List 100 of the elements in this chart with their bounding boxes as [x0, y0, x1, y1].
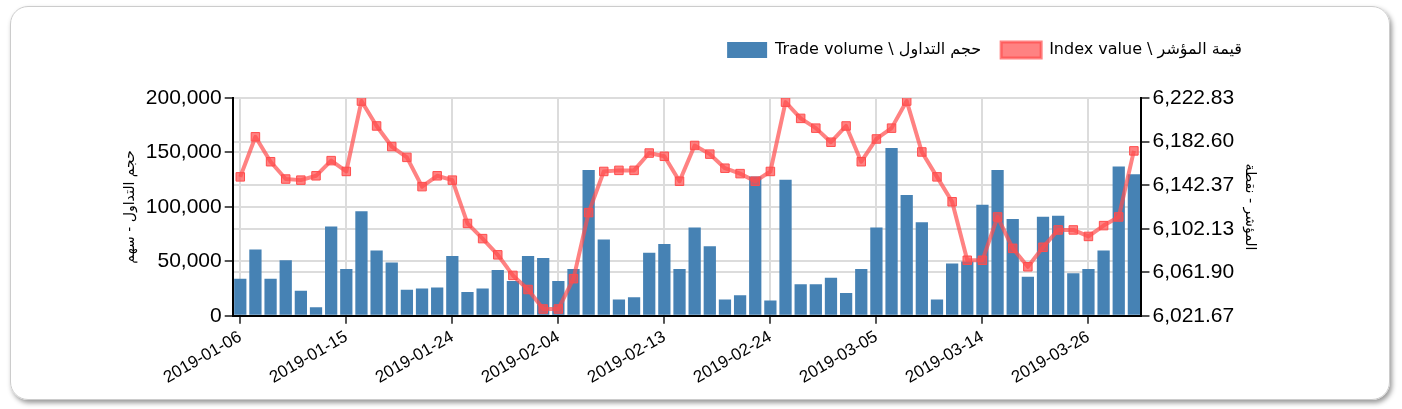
point [356, 98, 367, 106]
bar [824, 277, 838, 315]
point [614, 165, 624, 176]
bar [1067, 273, 1080, 315]
point [826, 137, 836, 147]
point [462, 218, 473, 229]
y2-tick-label: 6,182.60 [1152, 128, 1235, 152]
point [795, 113, 806, 124]
y2-tick-label: 6,061.90 [1152, 259, 1235, 283]
point [280, 174, 291, 184]
bar [340, 269, 353, 315]
bar [855, 269, 868, 315]
point [235, 172, 246, 182]
bar [612, 299, 626, 315]
point [432, 171, 442, 181]
bar [294, 290, 307, 315]
bar [264, 278, 277, 315]
point [508, 270, 518, 281]
bar [1052, 215, 1065, 315]
point [689, 140, 700, 151]
bar [597, 239, 610, 315]
point [780, 98, 791, 107]
bar [658, 243, 671, 315]
bar [234, 278, 247, 315]
bar [733, 295, 747, 315]
point [553, 304, 564, 314]
point [296, 175, 306, 185]
point [417, 181, 427, 192]
bar [506, 281, 520, 315]
point [1113, 212, 1124, 222]
bar [1082, 269, 1095, 315]
point [765, 166, 776, 177]
point [1068, 225, 1079, 235]
point [326, 155, 336, 166]
bar [718, 299, 732, 315]
point [750, 176, 760, 186]
bar [279, 260, 292, 315]
point [856, 156, 866, 167]
point [387, 141, 397, 152]
bar [400, 289, 414, 315]
point [644, 148, 654, 158]
bar [870, 227, 883, 315]
point [674, 176, 685, 186]
y2-axis-title: المؤشر - نقطة [1241, 163, 1259, 251]
point [841, 121, 851, 131]
point [947, 197, 957, 207]
point [371, 121, 382, 131]
bar [325, 226, 338, 315]
bar [794, 284, 807, 315]
point [250, 132, 261, 142]
y-tick-label: 200,000 [145, 84, 222, 108]
bar [461, 291, 474, 315]
y-axis-title: حجم التداول - سهم [121, 150, 139, 264]
point [1038, 242, 1048, 253]
point [720, 163, 730, 173]
bar [673, 269, 686, 315]
point [886, 123, 897, 133]
bar [764, 300, 777, 315]
y-tick-label: 0 [210, 302, 222, 326]
bar [900, 194, 913, 315]
bar [385, 262, 398, 315]
point [538, 304, 548, 314]
y2-tick-label: 6,021.67 [1152, 302, 1235, 326]
y2-tick-label: 6,222.83 [1152, 84, 1235, 108]
point [477, 233, 488, 244]
bar [309, 307, 323, 315]
bar [446, 255, 459, 315]
point [1023, 262, 1033, 272]
point [311, 171, 321, 181]
point [659, 151, 670, 162]
point [568, 273, 579, 284]
point [962, 255, 973, 266]
bar [885, 148, 898, 315]
point [599, 166, 609, 177]
bar [627, 297, 641, 315]
point [932, 172, 942, 182]
bar [930, 299, 944, 315]
point [493, 250, 503, 260]
bar [643, 252, 656, 315]
bar [991, 169, 1004, 315]
bar [946, 263, 959, 315]
legend-label: Index value \ قيمة المؤشر [1049, 39, 1243, 60]
bar [703, 246, 716, 315]
point [341, 166, 352, 177]
bar [355, 211, 368, 315]
bar [415, 288, 429, 315]
point [992, 212, 1003, 222]
point [402, 152, 412, 163]
y2-tick-label: 6,102.13 [1152, 215, 1235, 239]
point [1053, 225, 1063, 235]
point [629, 165, 639, 176]
point [977, 255, 988, 266]
bar [370, 250, 383, 315]
point [705, 149, 715, 159]
y2-tick-label: 6,142.37 [1152, 171, 1235, 195]
point [523, 284, 533, 295]
point [917, 147, 927, 157]
bar [476, 288, 489, 315]
point [871, 134, 882, 144]
bar [809, 284, 822, 315]
